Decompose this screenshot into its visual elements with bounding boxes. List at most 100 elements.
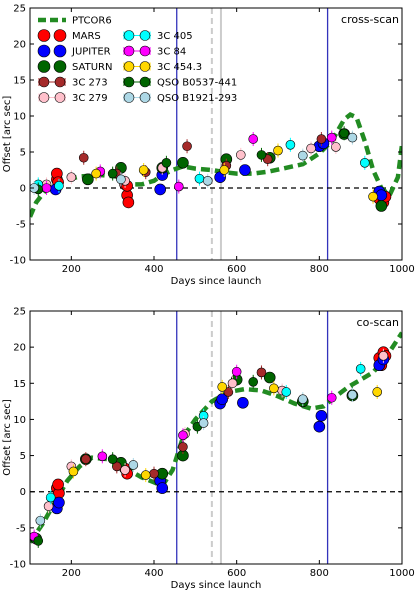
x-tick-label: 200 <box>62 568 81 579</box>
data-point <box>53 496 65 509</box>
legend-marker <box>53 29 67 42</box>
legend-marker <box>123 61 135 72</box>
data-point <box>156 482 169 494</box>
data-point <box>198 418 209 428</box>
y-tick-label: 15 <box>13 76 26 87</box>
legend-label: 3C 84 <box>157 47 186 58</box>
legend-item-qso-b1921-293: QSO B1921-293 <box>123 92 237 104</box>
data-point <box>316 134 327 144</box>
y-tick-label: -10 <box>10 256 26 267</box>
x-axis-label: Days since launch <box>171 276 262 287</box>
co-scan-panel: 200 400 600 800 1000 -10 -5 0 5 10 15 20 25 Days sinc… <box>2 307 415 592</box>
x-tick-label: 200 <box>62 264 81 275</box>
data-point <box>41 183 52 193</box>
panel-annotation: co-scan <box>357 316 399 329</box>
data-point <box>248 377 258 387</box>
legend-item-3c-279: 3C 279 <box>38 92 108 104</box>
data-point <box>122 196 135 209</box>
cross-scan-panel: 200 400 600 800 1000 -10 -5 0 5 10 15 20 25 Days sinc… <box>2 4 415 288</box>
data-point <box>256 367 267 378</box>
data-point <box>368 191 378 202</box>
data-point <box>375 200 388 212</box>
data-point <box>177 157 189 169</box>
data-point <box>347 390 358 400</box>
y-axis-label: Offset [arc sec] <box>2 96 13 173</box>
legend-marker <box>123 92 135 103</box>
data-point <box>161 158 172 168</box>
data-point <box>231 366 242 377</box>
data-point <box>52 478 64 491</box>
data-point <box>66 172 77 182</box>
series-3c-454-3 <box>68 379 383 483</box>
legend-label: 3C 454.3 <box>157 62 202 73</box>
data-point <box>236 150 246 160</box>
data-point <box>359 158 370 168</box>
data-point <box>219 165 230 175</box>
data-point <box>107 168 118 179</box>
series-3c-273 <box>81 365 267 481</box>
legend: PTCOR6 MARS JUPITER SATURN 3C 273 3C 279 3C 40… <box>37 16 237 104</box>
plot-area <box>30 8 402 260</box>
data-point <box>107 454 118 464</box>
data-point <box>35 515 46 526</box>
data-point <box>30 183 39 193</box>
y-tick-label: 10 <box>13 415 26 426</box>
legend-marker <box>38 92 50 103</box>
data-point <box>178 430 188 441</box>
data-point <box>140 470 151 480</box>
data-point <box>269 383 279 394</box>
data-point <box>45 492 56 503</box>
y-tick-label: 25 <box>13 4 26 15</box>
legend-marker <box>139 61 151 72</box>
data-point <box>285 140 296 150</box>
plot-background <box>30 311 402 564</box>
legend-marker <box>123 30 135 41</box>
legend-marker <box>123 45 135 57</box>
x-axis-label: Days since launch <box>171 580 262 591</box>
legend-item-3c-405: 3C 405 <box>123 30 193 42</box>
x-tick-label: 800 <box>310 264 329 275</box>
data-point <box>326 392 337 403</box>
data-point <box>138 165 149 175</box>
y-tick-label: 20 <box>13 40 26 51</box>
y-tick-label: 0 <box>20 184 26 195</box>
data-point <box>306 143 316 154</box>
data-point <box>372 387 383 397</box>
legend-marker <box>54 76 66 88</box>
series-jupiter <box>51 353 390 515</box>
data-point <box>54 181 64 191</box>
data-point <box>68 466 79 477</box>
legend-marker <box>37 60 51 73</box>
y-tick-label: 5 <box>20 451 26 462</box>
data-point <box>227 378 238 389</box>
legend-item-3c-454-3: 3C 454.3 <box>123 61 202 73</box>
data-point <box>256 150 267 160</box>
series-qso-b0537-441 <box>33 126 349 197</box>
x-tick-label: 400 <box>144 264 163 275</box>
legend-marker <box>53 44 67 58</box>
series-qso-b1921-293 <box>35 387 358 528</box>
data-point <box>128 460 139 470</box>
y-tick-label: 20 <box>13 343 26 354</box>
plot-frame <box>29 7 403 261</box>
data-point <box>217 382 227 392</box>
data-point <box>248 134 258 144</box>
data-point <box>182 141 192 152</box>
legend-item-ptcor6: PTCOR6 <box>38 16 112 27</box>
data-point <box>97 451 108 462</box>
data-point <box>297 394 308 404</box>
data-point <box>263 371 276 384</box>
data-point <box>81 454 91 464</box>
panel-annotation: cross-scan <box>341 13 399 26</box>
legend-label: JUPITER <box>71 47 111 58</box>
plot-area <box>30 311 402 564</box>
legend-marker <box>37 44 51 58</box>
legend-item-3c-84: 3C 84 <box>123 45 186 58</box>
legend-marker <box>54 92 66 103</box>
y-tick-label: -5 <box>16 523 26 534</box>
plot-frame <box>29 310 403 565</box>
legend-item-saturn: SATURN <box>37 60 112 73</box>
legend-label: 3C 279 <box>72 93 108 104</box>
x-tick-label: 400 <box>144 568 163 579</box>
